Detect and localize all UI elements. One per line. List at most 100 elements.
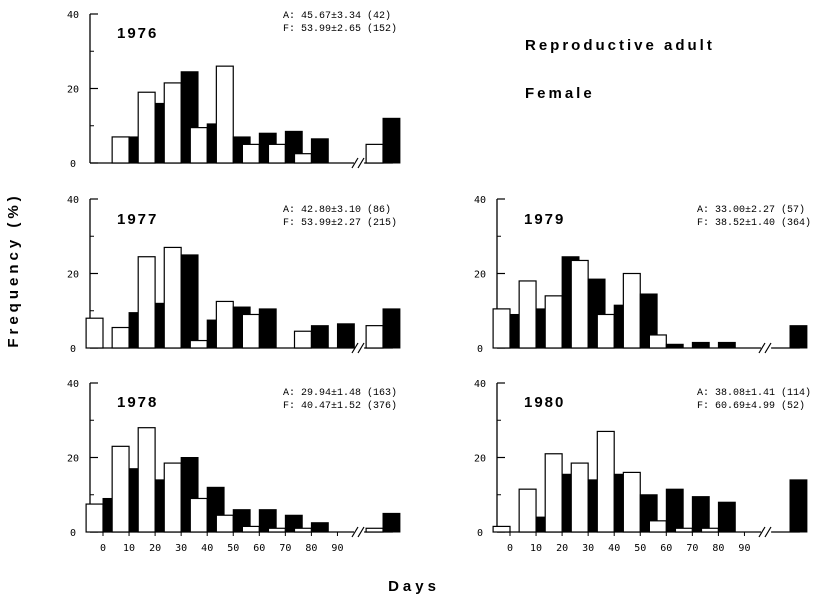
bar-F	[258, 308, 277, 349]
panel-year-label: 1976	[117, 25, 158, 42]
stat-F-label: F: 38.52±1.40 (364)	[697, 217, 811, 229]
bar-A	[85, 317, 104, 349]
y-tick-label: 0	[70, 159, 76, 170]
panel-year-label: 1978	[117, 394, 158, 411]
y-tick-label: 0	[70, 344, 76, 355]
stat-F-label: F: 53.99±2.65 (152)	[283, 23, 397, 35]
stat-A-label: A: 29.94±1.48 (163)	[283, 387, 397, 399]
axis-break-mark	[764, 342, 772, 354]
x-tick-label: 0	[507, 543, 513, 554]
y-tick-label: 0	[70, 528, 76, 539]
stat-A-label: A: 33.00±2.27 (57)	[697, 204, 805, 216]
bar-A	[111, 136, 130, 164]
bar-A	[293, 330, 312, 349]
bar-A	[267, 527, 286, 533]
bar-A	[518, 280, 537, 349]
axis-break-mark	[758, 526, 766, 538]
x-tick-label: 20	[556, 543, 568, 554]
axis-break-mark	[357, 342, 365, 354]
y-tick-label: 40	[67, 195, 79, 206]
x-tick-label: 50	[227, 543, 239, 554]
bar-A	[674, 527, 693, 533]
axis-break-mark	[758, 342, 766, 354]
bar-F	[336, 323, 355, 349]
panel-year-label: 1977	[117, 211, 158, 228]
x-axis-label: Days	[388, 578, 440, 595]
bar-A	[215, 300, 234, 349]
x-tick-label: 40	[608, 543, 620, 554]
bar-A	[241, 143, 260, 164]
panel-year-label: 1979	[524, 211, 565, 228]
bar-F	[789, 325, 808, 349]
stat-F-label: F: 60.69±4.99 (52)	[697, 400, 805, 412]
axis-break-mark	[357, 157, 365, 169]
bar-A	[111, 326, 130, 349]
stat-F-label: F: 53.99±2.27 (215)	[283, 217, 397, 229]
x-tick-label: 70	[686, 543, 698, 554]
axis-break-mark	[357, 526, 365, 538]
y-tick-label: 40	[67, 379, 79, 390]
bar-A	[189, 339, 208, 349]
bar-F	[717, 501, 736, 533]
bar-A	[189, 127, 208, 164]
bar-A	[365, 143, 384, 164]
y-tick-label: 20	[67, 85, 79, 96]
panel-year-label: 1980	[524, 394, 565, 411]
bar-A	[293, 153, 312, 164]
x-tick-label: 10	[530, 543, 542, 554]
x-tick-label: 60	[253, 543, 265, 554]
bar-A	[241, 313, 260, 349]
figure-subtitle: Female	[525, 85, 595, 102]
y-tick-label: 0	[477, 344, 483, 355]
x-tick-label: 80	[712, 543, 724, 554]
bar-F	[789, 479, 808, 533]
bar-A	[111, 445, 130, 533]
x-tick-label: 80	[305, 543, 317, 554]
bar-A	[596, 313, 615, 349]
x-tick-label: 0	[100, 543, 106, 554]
bar-F	[691, 496, 710, 533]
y-tick-label: 20	[67, 270, 79, 281]
y-tick-label: 40	[474, 379, 486, 390]
x-tick-label: 20	[149, 543, 161, 554]
bar-A	[163, 82, 182, 164]
bar-F	[310, 522, 329, 533]
bar-A	[241, 525, 260, 533]
axis-break-mark	[351, 526, 359, 538]
y-tick-label: 0	[477, 528, 483, 539]
x-tick-label: 60	[660, 543, 672, 554]
bar-A	[544, 295, 563, 349]
bar-F	[382, 117, 401, 164]
bar-F	[310, 325, 329, 349]
stat-A-label: A: 42.80±3.10 (86)	[283, 204, 391, 216]
panel-1976: 0 20 40 1976 A: 45.67±3.34 (42)F: 53.99±2.65…	[67, 10, 401, 170]
x-tick-label: 90	[738, 543, 750, 554]
axis-break-mark	[351, 157, 359, 169]
bar-A	[85, 503, 104, 533]
y-axis-label-text: Frequency (%)	[6, 192, 22, 347]
stat-A-label: A: 45.67±3.34 (42)	[283, 10, 391, 22]
stat-F-label: F: 40.47±1.52 (376)	[283, 400, 397, 412]
bar-A	[137, 427, 156, 533]
x-tick-label: 30	[582, 543, 594, 554]
y-tick-label: 20	[474, 454, 486, 465]
bar-A	[267, 143, 286, 164]
figure-title: Reproductive adult	[525, 37, 715, 54]
bar-A	[163, 462, 182, 533]
bar-A	[215, 514, 234, 533]
y-axis-label: Frequency (%)	[6, 192, 22, 347]
y-tick-label: 40	[474, 195, 486, 206]
bar-F	[382, 512, 401, 533]
bar-A	[570, 462, 589, 533]
bar-A	[622, 471, 641, 533]
y-tick-label: 40	[67, 10, 79, 21]
x-tick-label: 30	[175, 543, 187, 554]
bar-A	[365, 527, 384, 533]
bar-A	[137, 91, 156, 164]
bar-F	[665, 343, 684, 349]
bar-A	[622, 272, 641, 349]
bar-F	[691, 341, 710, 349]
bar-F	[180, 254, 199, 349]
bar-F	[258, 509, 277, 533]
